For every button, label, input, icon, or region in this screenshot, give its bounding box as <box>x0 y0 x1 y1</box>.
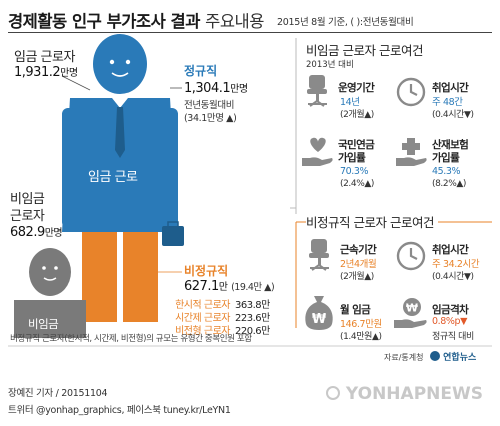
breakdown-row: 시간제 근로자 223.6만 <box>175 313 270 324</box>
svg-text:₩: ₩ <box>312 312 327 327</box>
regular-sub2: (34.1만명 ▲) <box>184 113 237 124</box>
page-title: 경제활동 인구 부가조사 결과 주요내용 <box>8 8 264 32</box>
nonwage-label-line1: 비임금 <box>10 192 45 207</box>
stat-label: 임금격차 <box>432 304 469 316</box>
stat-label: 산재보험 <box>432 139 469 151</box>
stat-change: (1.4만원▲) <box>340 332 382 342</box>
title-bold: 경제활동 인구 부가조사 결과 <box>8 12 200 31</box>
stat-value: 주 48간 <box>432 97 463 108</box>
nonwage-worker-figure <box>14 248 86 338</box>
stat-change: (0.4시간▼) <box>432 110 474 120</box>
clock-icon <box>396 241 426 271</box>
stat-label: 근속기간 <box>340 244 377 256</box>
stat-value: 주 34.2시간 <box>432 259 480 270</box>
office-chair-icon <box>307 75 327 107</box>
regular-title: 정규직 <box>184 64 218 78</box>
brand-logo: 연합뉴스 <box>430 350 476 363</box>
nonwage-figure-text: 비임금 <box>28 317 59 331</box>
stat-value: 14년 <box>340 97 360 108</box>
wage-figure-text: 임금 근로 <box>88 170 138 185</box>
credit-line1: 장예진 기자 / 20151104 <box>8 388 108 399</box>
title-note: 2015년 8월 기준, ( ):전년동월대비 <box>277 17 414 28</box>
stat-label: 월 임금 <box>340 304 371 316</box>
briefcase-icon <box>162 221 184 246</box>
clock-icon <box>396 77 426 107</box>
nonwage-conditions-subtitle: 2013년 대비 <box>306 60 354 70</box>
regular-value: 1,304.1만명 <box>184 81 248 96</box>
stat-label: 운영기간 <box>338 82 375 94</box>
stat-change: (2.4%▲) <box>340 179 375 189</box>
money-bag-icon: ₩ <box>305 296 333 330</box>
stat-value: 2년4개월 <box>340 259 377 270</box>
stat-change: (2개월▲) <box>340 272 374 282</box>
source: 자료/통계청 <box>384 353 424 362</box>
header-rule <box>8 32 492 33</box>
stat-value: 0.8%p▼ <box>432 316 468 327</box>
watermark-logo-icon <box>326 386 340 400</box>
stat-change: (0.4시간▼) <box>432 272 474 282</box>
wage-workers-value: 1,931.2만명 <box>14 65 78 80</box>
stat-label: 가입률 <box>432 152 460 164</box>
watermark: YONHAPNEWS <box>326 384 483 404</box>
stat-label: 취업시간 <box>432 82 469 94</box>
title-thin: 주요내용 <box>205 12 264 31</box>
irregular-title: 비정규직 <box>184 264 229 278</box>
nonwage-workers-value: 682.9만명 <box>10 225 63 240</box>
stat-change: 정규직 대비 <box>432 332 474 342</box>
nonwage-label-line2: 근로자 <box>10 209 45 224</box>
breakdown-row: 한시적 근로자 363.8만 <box>175 300 270 311</box>
stat-value: 45.3% <box>432 166 461 177</box>
nonwage-conditions-title: 비임금 근로자 근로여건 <box>306 43 423 58</box>
regular-sub1: 전년동월대비 <box>184 100 235 111</box>
wage-worker-figure <box>62 34 178 322</box>
stat-change: (2개월▲) <box>340 110 374 120</box>
brand-logo-icon <box>430 351 440 361</box>
stat-change: (8.2%▲) <box>432 179 467 189</box>
stat-value: 146.7만원 <box>340 319 382 330</box>
breakdown-row: 비전형 근로자 220.6만 <box>175 326 270 337</box>
office-chair-icon <box>309 239 329 271</box>
stat-label: 가입률 <box>338 152 366 164</box>
stat-label: 취업시간 <box>432 244 469 256</box>
stat-value: 70.3% <box>340 166 369 177</box>
irregular-value: 627.1만 (19.4만 ▲) <box>184 279 275 294</box>
svg-text:₩: ₩ <box>406 302 418 315</box>
won-hand-icon: ₩ <box>394 298 427 328</box>
medical-cross-hand-icon <box>396 138 427 166</box>
irregular-conditions-title: 비정규직 근로자 근로여건 <box>306 212 438 231</box>
stat-label: 국민연금 <box>338 139 375 151</box>
wage-workers-label: 임금 근로자 <box>14 50 75 65</box>
footnote: 비정규직 근로자(한시적, 시간제, 비전형)의 규모는 유형간 중복인원 포함 <box>10 334 252 344</box>
heart-hand-icon <box>302 137 333 166</box>
credit-line2: 트위터 @yonhap_graphics, 페이스북 tuney.kr/LeYN… <box>8 405 231 416</box>
wage-leader-line <box>61 75 91 91</box>
